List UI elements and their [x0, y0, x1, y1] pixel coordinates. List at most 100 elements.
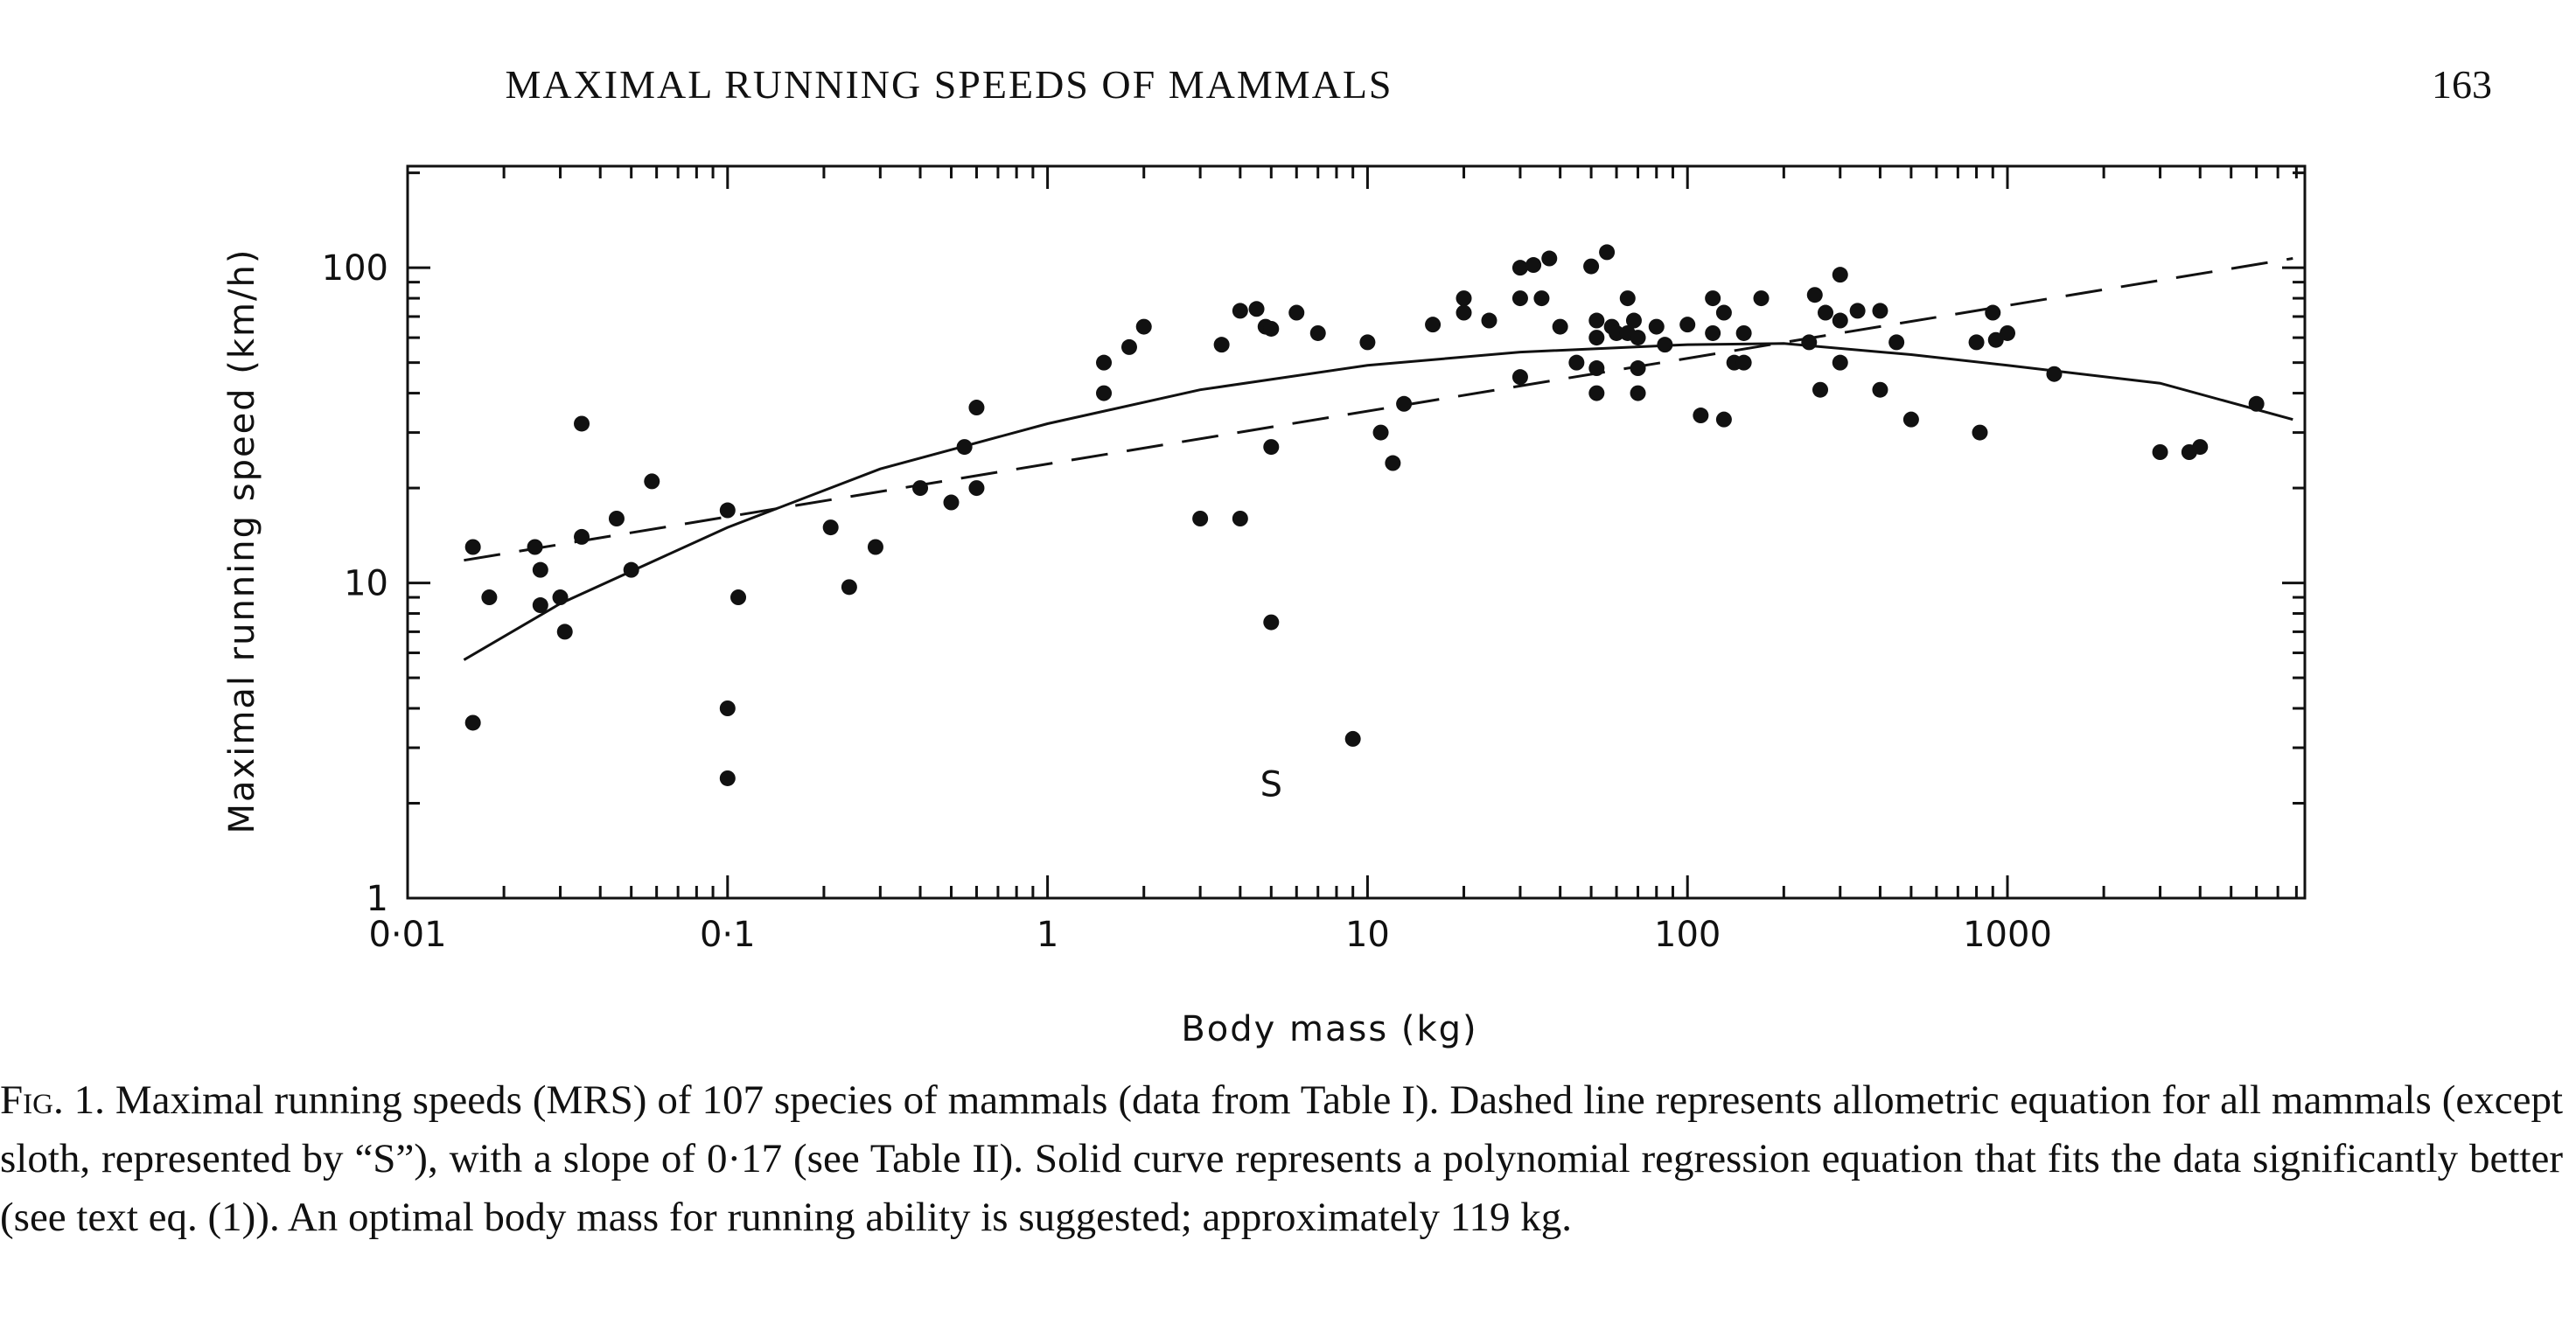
x-tick-label: 10 — [1345, 915, 1390, 955]
data-point — [527, 539, 543, 555]
data-point — [574, 415, 590, 432]
data-point — [1481, 312, 1497, 329]
data-point — [481, 589, 498, 606]
data-point — [2192, 439, 2209, 456]
data-point — [1588, 360, 1605, 377]
data-point — [1372, 424, 1389, 441]
data-point — [1679, 317, 1696, 333]
running-title: MAXIMAL RUNNING SPEEDS OF MAMMALS — [505, 62, 1393, 107]
data-point — [1192, 510, 1209, 526]
data-point — [1619, 290, 1636, 307]
data-point — [1344, 730, 1361, 747]
x-tick-label: 0·1 — [700, 915, 756, 955]
y-tick-label: 100 — [322, 248, 388, 289]
data-point — [968, 400, 985, 416]
data-point — [2000, 324, 2016, 341]
data-point — [867, 539, 883, 555]
data-point — [1135, 318, 1152, 335]
data-point — [464, 714, 481, 731]
data-point — [1832, 354, 1848, 371]
data-point — [532, 561, 548, 578]
data-point — [1583, 258, 1600, 275]
x-tick-label: 1000 — [1963, 915, 2052, 955]
data-point — [1801, 334, 1818, 351]
data-point — [1715, 411, 1732, 428]
page-number: 163 — [2432, 62, 2492, 107]
data-point — [574, 528, 590, 545]
data-point — [623, 561, 639, 578]
data-point — [552, 589, 569, 606]
data-point — [1902, 411, 1919, 428]
data-point — [1599, 244, 1616, 261]
data-point — [1630, 360, 1646, 377]
data-point — [1456, 290, 1472, 307]
data-point — [1588, 312, 1605, 329]
data-point — [1511, 369, 1528, 386]
data-point — [532, 597, 548, 614]
y-tick-label: 1 — [367, 879, 388, 919]
data-point — [1096, 354, 1113, 371]
data-point — [1985, 304, 2001, 321]
data-point — [1552, 318, 1568, 335]
data-point — [1872, 381, 1888, 398]
data-point — [968, 480, 985, 497]
data-point — [1806, 287, 1823, 303]
data-point — [841, 579, 857, 596]
data-point — [1232, 303, 1248, 319]
data-point — [719, 502, 736, 519]
data-point — [1648, 318, 1665, 335]
x-tick-label: 0·01 — [368, 915, 446, 955]
data-point — [1525, 257, 1542, 274]
data-point — [1872, 303, 1888, 319]
data-point — [1693, 408, 1709, 424]
data-point — [1849, 303, 1866, 319]
data-point — [1120, 338, 1137, 355]
figure-caption: Fig. 1. Maximal running speeds (MRS) of … — [0, 1071, 2563, 1247]
plot-frame — [406, 164, 2307, 900]
data-point — [1588, 330, 1605, 346]
data-point — [1263, 614, 1280, 631]
data-point — [1288, 304, 1305, 321]
x-axis-title: Body mass (kg) — [1181, 1009, 1477, 1049]
data-point — [1096, 385, 1113, 401]
running-head: MAXIMAL RUNNING SPEEDS OF MAMMALS 163 — [0, 54, 2576, 115]
caption-text: Maximal running speeds (MRS) of 107 spec… — [0, 1077, 2564, 1240]
data-point — [1533, 290, 1550, 307]
data-point — [2152, 443, 2168, 460]
data-point — [730, 589, 747, 606]
data-point — [2248, 395, 2265, 412]
data-point — [1568, 354, 1585, 371]
data-point — [1609, 324, 1625, 341]
data-point — [1396, 395, 1413, 412]
data-point — [1832, 312, 1848, 329]
data-point — [1213, 337, 1230, 353]
data-point — [912, 480, 929, 497]
sloth-annotation: S — [1260, 765, 1282, 805]
data-point — [1630, 385, 1646, 401]
data-point — [1987, 331, 2004, 348]
data-point — [1705, 290, 1721, 307]
data-point — [2046, 366, 2063, 382]
data-point — [1456, 304, 1472, 321]
data-point — [1818, 304, 1834, 321]
data-point — [1812, 381, 1829, 398]
data-point — [822, 519, 839, 536]
scatter-chart: 0·01 0·1 1 10 100 1000 1 10 100 Body mass (kg) Max… — [222, 164, 2307, 1049]
data-point — [556, 624, 573, 640]
figure-label: Fig. 1. — [0, 1077, 105, 1123]
data-point — [1753, 290, 1770, 307]
data-point — [1359, 334, 1376, 351]
data-point — [1968, 334, 1985, 351]
x-tick-label: 100 — [1654, 915, 1721, 955]
y-tick-label: 10 — [344, 564, 388, 604]
data-point — [1972, 424, 1988, 441]
data-point — [1657, 337, 1673, 353]
data-point — [1248, 301, 1265, 317]
data-point — [1630, 330, 1646, 346]
data-point — [719, 700, 736, 716]
data-point — [1625, 312, 1642, 329]
data-point — [1888, 334, 1905, 351]
data-point — [1425, 317, 1442, 333]
data-point — [1511, 260, 1528, 276]
data-point — [719, 770, 736, 786]
